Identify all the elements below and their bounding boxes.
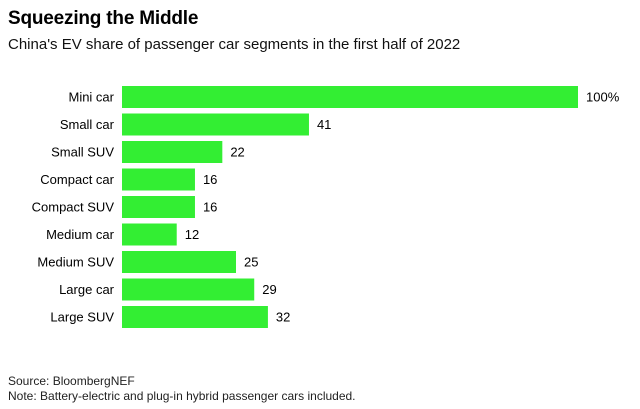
bar	[122, 141, 223, 163]
chart-subtitle: China's EV share of passenger car segmen…	[8, 36, 461, 53]
category-label: Small SUV	[51, 145, 114, 160]
bar	[122, 306, 268, 328]
value-label: 25	[244, 255, 258, 270]
category-label: Medium SUV	[37, 255, 114, 270]
value-label: 16	[203, 200, 217, 215]
category-label: Small car	[60, 117, 115, 132]
category-label: Large car	[59, 282, 115, 297]
bar	[122, 223, 177, 246]
value-label: 41	[317, 117, 331, 132]
category-label: Mini car	[68, 90, 114, 105]
footnote: Note: Battery-electric and plug-in hybri…	[8, 389, 356, 403]
bar	[122, 113, 309, 136]
chart-title: Squeezing the Middle	[8, 8, 199, 29]
value-label: 100%	[586, 90, 620, 105]
chart-footer: Source: BloombergNEF Note: Battery-elect…	[8, 374, 356, 404]
value-label: 32	[276, 310, 290, 325]
source-note: Source: BloombergNEF	[8, 374, 135, 388]
value-label: 29	[262, 282, 276, 297]
category-label: Compact car	[40, 172, 114, 187]
category-label: Compact SUV	[32, 200, 115, 215]
value-label: 16	[203, 172, 217, 187]
category-label: Large SUV	[50, 310, 114, 325]
bar	[122, 86, 578, 108]
bar	[122, 251, 236, 273]
value-label: 12	[185, 227, 199, 242]
bar	[122, 278, 255, 301]
bar	[122, 168, 195, 191]
bar	[122, 196, 195, 218]
value-label: 22	[230, 145, 244, 160]
category-label: Medium car	[46, 227, 115, 242]
